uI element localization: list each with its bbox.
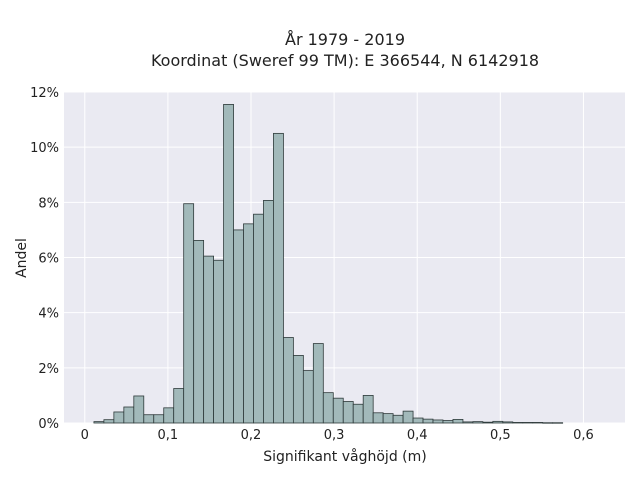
x-tick-label: 0,6	[573, 428, 594, 443]
histogram-bar	[273, 132, 284, 424]
histogram-bar	[472, 421, 484, 424]
histogram-bar	[342, 401, 354, 424]
histogram-bar	[422, 418, 434, 424]
histogram-bar	[402, 410, 414, 424]
y-tick-label: 0%	[38, 417, 59, 432]
histogram-bar	[302, 370, 314, 424]
histogram-bar	[183, 203, 195, 424]
histogram-bar	[243, 223, 254, 424]
histogram-bar	[103, 419, 115, 424]
y-axis-ticks: 0% 2% 4% 6% 8% 10% 12%	[30, 86, 59, 432]
histogram-bar	[113, 411, 125, 424]
histogram-bar	[322, 392, 334, 424]
histogram-bar	[442, 420, 454, 424]
histogram-bar	[502, 421, 514, 424]
histogram-bar	[532, 422, 544, 424]
histogram-bar	[223, 104, 234, 424]
chart-title: År 1979 - 2019	[285, 30, 405, 49]
x-tick-label: 0,5	[490, 428, 511, 443]
histogram-bar	[382, 413, 394, 424]
histogram-bar	[163, 407, 175, 424]
y-axis-label: Andel	[14, 238, 30, 278]
x-tick-label: 0,1	[158, 428, 179, 443]
x-tick-label: 0	[81, 428, 89, 443]
histogram-bar	[253, 213, 264, 424]
histogram-bar	[482, 421, 494, 424]
x-tick-label: 0,3	[324, 428, 345, 443]
histogram-bar	[133, 395, 145, 424]
histogram-bar	[412, 417, 424, 424]
histogram-bar	[372, 412, 384, 424]
histogram-bar	[292, 355, 304, 424]
histogram-bar	[522, 422, 534, 424]
y-tick-label: 8%	[38, 196, 59, 211]
histogram-bar	[462, 421, 474, 424]
histogram-bar	[203, 255, 214, 424]
histogram-bar	[492, 420, 504, 424]
x-tick-label: 0,4	[407, 428, 428, 443]
histogram-bar	[512, 422, 524, 424]
histogram-bar	[143, 414, 155, 424]
histogram-bar	[213, 259, 224, 424]
histogram-bar	[392, 414, 404, 424]
y-tick-label: 6%	[38, 252, 59, 267]
x-tick-label: 0,2	[241, 428, 262, 443]
y-tick-label: 12%	[30, 86, 59, 101]
y-tick-label: 2%	[38, 362, 59, 377]
histogram-bar	[432, 419, 444, 424]
histogram-bar	[233, 229, 244, 424]
histogram-bar	[312, 343, 324, 424]
histogram-bar	[93, 421, 105, 424]
histogram-bar	[552, 422, 564, 424]
histogram-bar	[362, 395, 374, 424]
histogram-bar	[542, 422, 554, 424]
histogram-bar	[263, 200, 274, 424]
y-tick-label: 4%	[38, 307, 59, 322]
histogram-bar	[352, 403, 364, 424]
histogram-bar	[153, 414, 165, 424]
histogram-bar	[452, 419, 464, 424]
histogram-bar	[193, 239, 205, 424]
chart-subtitle: Koordinat (Sweref 99 TM): E 366544, N 61…	[151, 51, 539, 70]
histogram-bar	[173, 388, 185, 424]
histogram-bar	[123, 406, 135, 424]
histogram-bar	[332, 397, 344, 424]
y-tick-label: 10%	[30, 141, 59, 156]
x-axis-ticks: 0 0,1 0,2 0,3 0,4 0,5 0,6	[81, 428, 594, 443]
x-axis-label: Signifikant våghöjd (m)	[263, 448, 426, 465]
bars	[93, 104, 564, 424]
histogram-bar	[283, 337, 294, 424]
